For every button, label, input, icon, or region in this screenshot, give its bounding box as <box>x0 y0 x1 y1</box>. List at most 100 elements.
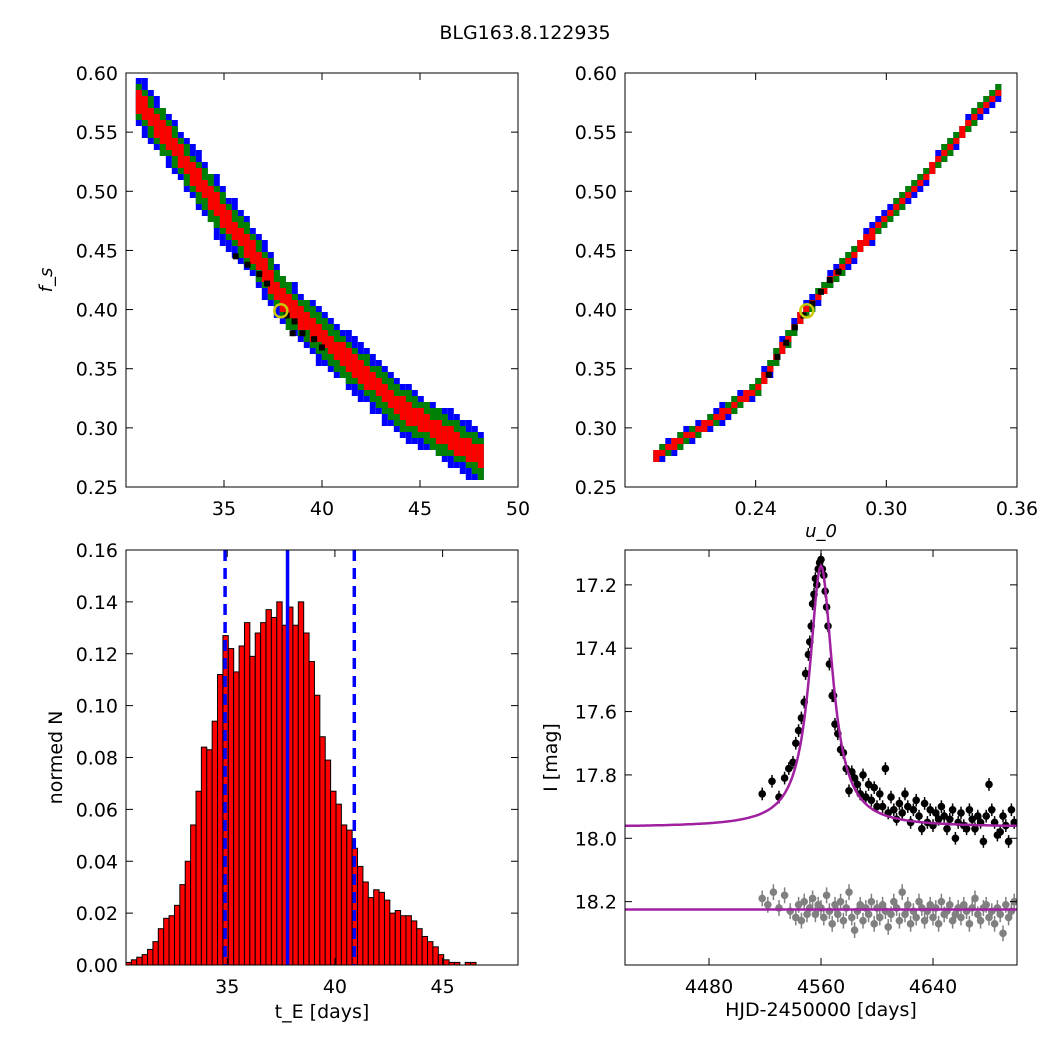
contour-cell-1-sigma <box>375 378 382 396</box>
reference-point <box>904 901 912 909</box>
x-tick-label: 0.36 <box>996 498 1038 520</box>
histogram-bar <box>303 632 310 966</box>
x-axis-label: t_E [days] <box>275 1001 370 1023</box>
contour-cell-1-sigma <box>803 306 810 312</box>
contour-cell-1-sigma <box>165 126 172 150</box>
data-point <box>801 669 810 678</box>
contour-cell-1-sigma <box>459 438 466 456</box>
contour-cell-1-sigma <box>845 258 852 264</box>
y-tick-label: 0.45 <box>575 240 617 262</box>
contour-cell-1-sigma <box>857 240 864 252</box>
data-point <box>962 824 971 833</box>
histogram-bar <box>357 865 364 966</box>
contour-cell-1-sigma <box>863 234 870 246</box>
reference-point <box>946 901 954 909</box>
x-tick-label: 0.30 <box>865 498 907 520</box>
core-cell <box>791 324 798 331</box>
y-tick-label: 0.40 <box>76 300 118 322</box>
reference-point <box>901 910 909 919</box>
histogram-bar <box>405 915 412 966</box>
contour-cell-1-sigma <box>195 168 202 192</box>
contour-cell-1-sigma <box>935 156 942 162</box>
data-point <box>758 790 766 798</box>
contour-cell-1-sigma <box>689 432 696 438</box>
x-tick-label: 40 <box>310 498 334 520</box>
contour-cell-1-sigma <box>971 114 978 120</box>
reference-point <box>996 910 1004 919</box>
contour-cell-1-sigma <box>327 336 334 354</box>
histogram-bar <box>308 661 315 966</box>
reference-point <box>864 910 873 919</box>
reference-point <box>800 897 808 906</box>
reference-point <box>792 913 800 922</box>
reference-point <box>976 916 985 925</box>
y-tick-label: 0.55 <box>76 122 118 144</box>
contour-cell-1-sigma <box>881 216 888 222</box>
reference-point <box>960 901 968 909</box>
data-point <box>937 802 946 811</box>
histogram-bar <box>147 948 154 966</box>
data-point <box>794 726 803 735</box>
contour-cell-1-sigma <box>135 90 142 114</box>
data-point <box>915 812 923 820</box>
contour-cell-1-sigma <box>291 300 298 324</box>
histogram-bar <box>335 803 342 966</box>
data-point <box>768 777 776 786</box>
data-point <box>974 812 982 820</box>
contour-cell-1-sigma <box>279 288 286 312</box>
reference-point <box>890 897 898 906</box>
y-axis-label: f_s <box>36 268 57 293</box>
contour-cell-1-sigma <box>387 390 394 408</box>
histogram-bar <box>249 655 256 966</box>
contour-cell-1-sigma <box>779 342 786 354</box>
contour-cell-1-sigma <box>695 426 702 432</box>
histogram-bar <box>367 897 375 966</box>
y-tick-label: 0.45 <box>76 240 118 262</box>
y-tick-label: 0.55 <box>575 122 617 144</box>
reference-point <box>982 901 990 909</box>
contour-cell-1-sigma <box>995 90 1002 96</box>
data-point <box>904 802 912 811</box>
histogram-bar <box>238 645 245 966</box>
x-axis-label: HJD-2450000 [days] <box>725 999 917 1021</box>
core-cell <box>256 271 263 278</box>
contour-cell-1-sigma <box>423 414 430 432</box>
contour-cell-1-sigma <box>941 150 948 156</box>
histogram-bar <box>297 601 305 966</box>
core-cell <box>765 371 772 378</box>
contour-cell-1-sigma <box>743 390 750 402</box>
x-tick-label: 40 <box>323 976 347 998</box>
reference-point <box>915 897 923 906</box>
contour-cell-1-sigma <box>333 342 340 360</box>
histogram-bar <box>179 884 186 966</box>
contour-cell-1-sigma <box>399 396 406 420</box>
reference-point <box>856 901 864 909</box>
contour-cell-1-sigma <box>677 438 684 444</box>
histogram-bar <box>378 891 385 966</box>
reference-point <box>803 910 811 919</box>
core-cell <box>826 277 833 283</box>
histogram-bar <box>211 720 219 966</box>
histogram-bar <box>276 601 283 966</box>
y-tick-label: 18.2 <box>575 892 617 914</box>
reference-point <box>797 916 806 925</box>
contour-cell-1-sigma <box>683 432 690 438</box>
histogram-bar <box>141 954 149 966</box>
x-axis-label: u_0 <box>805 521 837 542</box>
histogram-bar <box>243 622 251 966</box>
y-tick-label: 17.4 <box>575 638 617 660</box>
contour-cell-1-sigma <box>255 252 262 270</box>
reference-point <box>898 888 906 896</box>
histogram-bar <box>152 941 159 966</box>
data-point <box>918 824 926 833</box>
data-point <box>898 809 906 817</box>
core-cell <box>835 268 842 275</box>
data-point <box>862 793 870 801</box>
x-tick-label: 4560 <box>797 976 845 998</box>
contour-cell-1-sigma <box>465 438 472 462</box>
y-tick-label: 0.50 <box>76 181 118 203</box>
best-fit-marker <box>273 303 289 319</box>
reference-point <box>971 894 979 903</box>
contour-cell-1-sigma <box>839 264 846 270</box>
data-point <box>988 805 996 814</box>
